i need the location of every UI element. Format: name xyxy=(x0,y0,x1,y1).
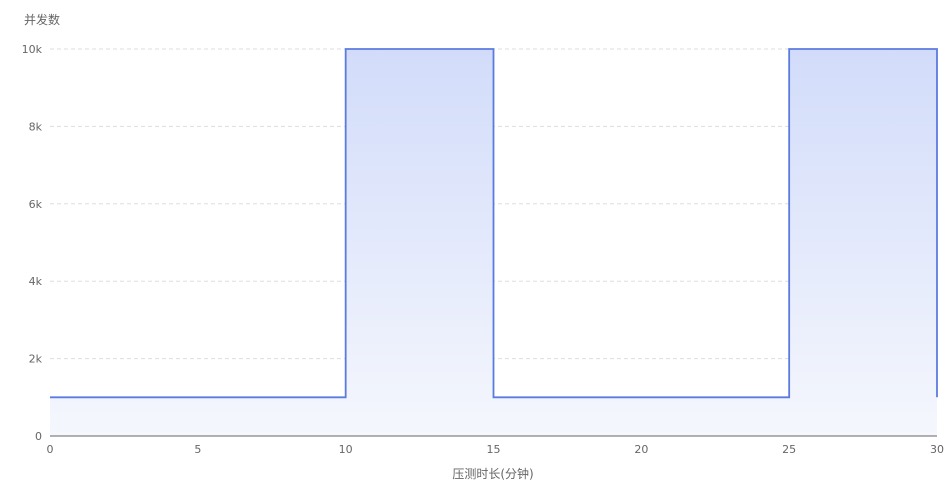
series-line xyxy=(50,48,938,399)
x-tick-label: 0 xyxy=(47,443,54,456)
tick-labels: 0 5 10 15 20 25 30 0 2k 4k 6k 8k 10k xyxy=(22,43,944,456)
x-axis-title: 压测时长(分钟) xyxy=(452,466,533,481)
x-tick-label: 10 xyxy=(339,443,353,456)
y-tick-label: 8k xyxy=(29,120,43,133)
y-tick-label: 6k xyxy=(29,198,43,211)
y-tick-label: 2k xyxy=(29,353,43,366)
x-tick-label: 20 xyxy=(634,443,648,456)
x-tick-label: 5 xyxy=(194,443,201,456)
x-tick-label: 15 xyxy=(487,443,501,456)
x-tick-label: 30 xyxy=(930,443,944,456)
series-line-path xyxy=(50,48,938,399)
y-tick-label: 0 xyxy=(35,430,42,443)
y-axis-title: 并发数 xyxy=(24,12,60,27)
y-tick-label: 10k xyxy=(22,43,43,56)
x-tick-label: 25 xyxy=(782,443,796,456)
y-tick-label: 4k xyxy=(29,275,43,288)
